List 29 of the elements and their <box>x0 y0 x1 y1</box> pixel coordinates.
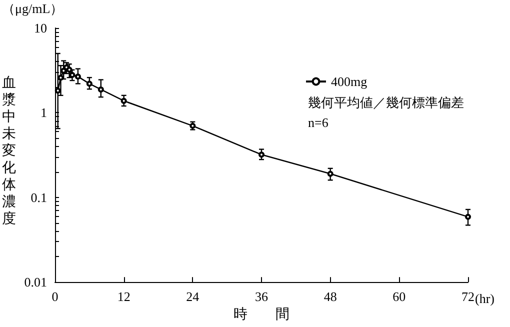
annotation: 幾何平均値／幾何標準偏差 <box>308 95 464 110</box>
y-tick-label: 1 <box>40 105 47 120</box>
x-tick-label: 12 <box>117 289 130 304</box>
x-axis-title: 時 間 <box>234 306 290 322</box>
x-tick-label: 48 <box>324 289 337 304</box>
point <box>74 74 81 80</box>
x-tick-label: 0 <box>52 289 58 304</box>
point <box>66 66 72 73</box>
point <box>465 214 471 220</box>
point <box>258 152 264 158</box>
point <box>58 74 64 81</box>
y-tick-label: 0.01 <box>24 274 47 290</box>
x-tick-label: 36 <box>255 289 268 304</box>
point <box>120 98 127 104</box>
text: （μg/mL） <box>2 1 64 16</box>
text: 血漿中未変化体濃度 <box>2 76 16 227</box>
y-tick-label: 10 <box>34 20 47 36</box>
x-tick-label: 24 <box>186 289 200 304</box>
annotation: n=6 <box>308 115 329 130</box>
point <box>98 86 104 92</box>
point <box>54 88 61 94</box>
legend-label: 400mg <box>331 74 368 89</box>
x-tick-label: 72 <box>462 289 474 304</box>
y-tick-label: 0.1 <box>30 190 47 205</box>
point <box>327 170 334 177</box>
point <box>69 72 76 78</box>
text: (hr) <box>475 291 494 306</box>
point <box>86 80 92 87</box>
x-tick-label: 60 <box>392 289 406 304</box>
